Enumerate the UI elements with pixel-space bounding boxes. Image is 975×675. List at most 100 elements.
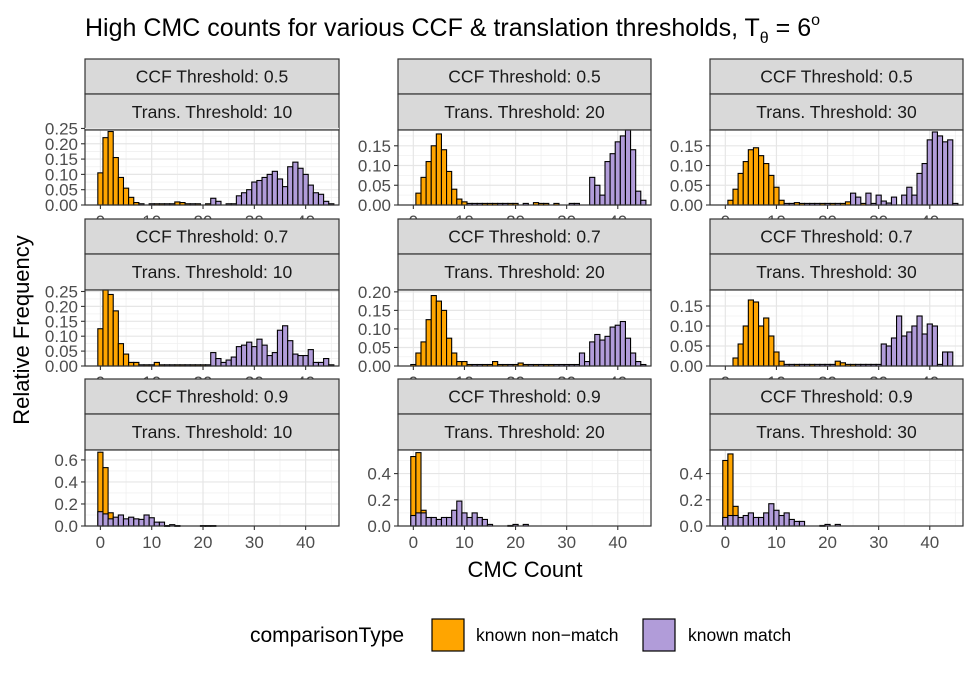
bar-known-match xyxy=(906,186,913,206)
strip-trans-label: Trans. Threshold: 10 xyxy=(132,422,293,442)
bar-known-match xyxy=(778,514,785,527)
x-axis-label: CMC Count xyxy=(468,557,583,582)
bar-known-non-match xyxy=(107,293,114,367)
bar-known-match xyxy=(609,153,616,206)
facet-panel: CCF Threshold: 0.9 Trans. Threshold: 10 0.… xyxy=(54,378,340,552)
bar-known-non-match xyxy=(773,351,780,367)
y-tick-label: 0.6 xyxy=(54,451,78,470)
bar-known-match xyxy=(722,516,729,527)
legend-label: known match xyxy=(688,625,791,645)
strip-trans-background xyxy=(397,93,652,131)
bar-known-match xyxy=(307,184,314,206)
bar-known-non-match xyxy=(747,149,754,206)
bar-known-match xyxy=(594,333,601,367)
y-tick-label: 0.10 xyxy=(358,320,391,339)
bar-known-match xyxy=(758,516,765,527)
strip-ccf-background xyxy=(397,378,652,415)
y-tick-label: 0.0 xyxy=(367,517,391,536)
bar-known-match xyxy=(599,339,606,367)
bar-known-match xyxy=(880,343,887,367)
bar-known-match xyxy=(614,141,621,206)
bar-known-match xyxy=(210,352,217,367)
bar-known-match xyxy=(240,192,248,206)
y-tick-label: 0.05 xyxy=(670,337,703,356)
bar-known-non-match xyxy=(446,337,453,367)
bar-known-match xyxy=(133,518,140,527)
strip-trans-background xyxy=(709,253,964,291)
strip-ccf-background xyxy=(397,218,652,255)
facet-panel: CCF Threshold: 0.5 Trans. Threshold: 10 0.… xyxy=(45,58,340,231)
facet-panel: CCF Threshold: 0.5 Trans. Threshold: 30 0.… xyxy=(670,58,964,231)
bar-known-match xyxy=(287,166,294,206)
bar-known-non-match xyxy=(763,317,770,367)
bar-known-non-match xyxy=(425,319,432,367)
bar-known-non-match xyxy=(122,353,130,367)
bar-known-match xyxy=(609,326,616,367)
y-tick-label: 0.4 xyxy=(54,473,78,492)
y-tick-label: 0.10 xyxy=(670,157,703,176)
bar-known-match xyxy=(630,149,637,206)
bar-known-match xyxy=(752,516,760,527)
strip-ccf-label: CCF Threshold: 0.5 xyxy=(760,67,912,87)
bar-known-match xyxy=(594,184,601,206)
strip-trans-label: Trans. Threshold: 30 xyxy=(756,262,917,282)
bar-known-match xyxy=(251,181,258,206)
y-tick-label: 0.20 xyxy=(45,297,78,316)
bar-known-match xyxy=(890,196,898,206)
strip-ccf-label: CCF Threshold: 0.5 xyxy=(448,67,600,87)
bar-known-match xyxy=(732,514,739,527)
bar-known-non-match xyxy=(415,352,422,367)
bar-known-match xyxy=(936,135,944,206)
bar-known-match xyxy=(271,170,278,206)
y-tick-label: 0.10 xyxy=(45,327,78,346)
bar-known-match xyxy=(947,139,954,206)
bar-known-match xyxy=(916,315,923,367)
bar-known-match xyxy=(297,355,304,367)
y-tick-label: 0.10 xyxy=(670,317,703,336)
bar-known-non-match xyxy=(456,361,463,367)
bar-known-non-match xyxy=(435,300,442,367)
panel-border xyxy=(397,129,652,206)
bar-known-match xyxy=(102,513,109,527)
bar-known-match xyxy=(461,512,468,527)
bar-known-match xyxy=(246,341,253,367)
bar-known-match xyxy=(926,323,933,367)
bar-known-match xyxy=(599,194,606,206)
bar-known-non-match xyxy=(425,161,432,206)
bar-known-match xyxy=(440,516,448,527)
bar-known-match xyxy=(604,161,611,206)
y-tick-label: 0.0 xyxy=(679,517,703,536)
strip-trans-background xyxy=(397,413,652,451)
strip-ccf-label: CCF Threshold: 0.9 xyxy=(760,387,912,407)
bar-known-match xyxy=(630,352,637,367)
bar-known-match xyxy=(589,176,596,206)
bar-known-match xyxy=(282,325,289,367)
x-tick-label: 40 xyxy=(920,533,939,552)
x-tick-label: 30 xyxy=(557,533,576,552)
y-tick-label: 0.2 xyxy=(54,495,78,514)
y-tick-label: 0.20 xyxy=(358,283,391,302)
bar-known-match xyxy=(292,161,299,206)
bar-known-match xyxy=(619,135,626,206)
bar-known-non-match xyxy=(834,360,841,367)
bar-known-non-match xyxy=(737,172,744,206)
facet-panel: CCF Threshold: 0.5 Trans. Threshold: 20 0.… xyxy=(358,58,652,231)
strip-ccf-label: CCF Threshold: 0.7 xyxy=(448,227,600,247)
bar-known-non-match xyxy=(722,459,729,527)
bar-known-non-match xyxy=(727,199,734,206)
legend-title: comparisonType xyxy=(250,624,404,647)
x-tick-label: 20 xyxy=(194,533,213,552)
panel-background xyxy=(85,450,339,526)
bar-known-match xyxy=(921,163,928,206)
x-tick-label: 40 xyxy=(296,533,315,552)
bar-known-match xyxy=(225,359,232,367)
bar-known-match xyxy=(635,190,642,206)
strip-ccf-background xyxy=(84,378,340,415)
bar-known-match xyxy=(727,514,734,527)
bar-known-non-match xyxy=(778,360,785,367)
y-tick-label: 0.15 xyxy=(358,301,391,320)
bar-known-match xyxy=(855,196,862,206)
y-tick-label: 0.00 xyxy=(670,357,703,376)
title-equals: = 6 xyxy=(769,14,811,42)
x-tick-label: 20 xyxy=(506,533,525,552)
